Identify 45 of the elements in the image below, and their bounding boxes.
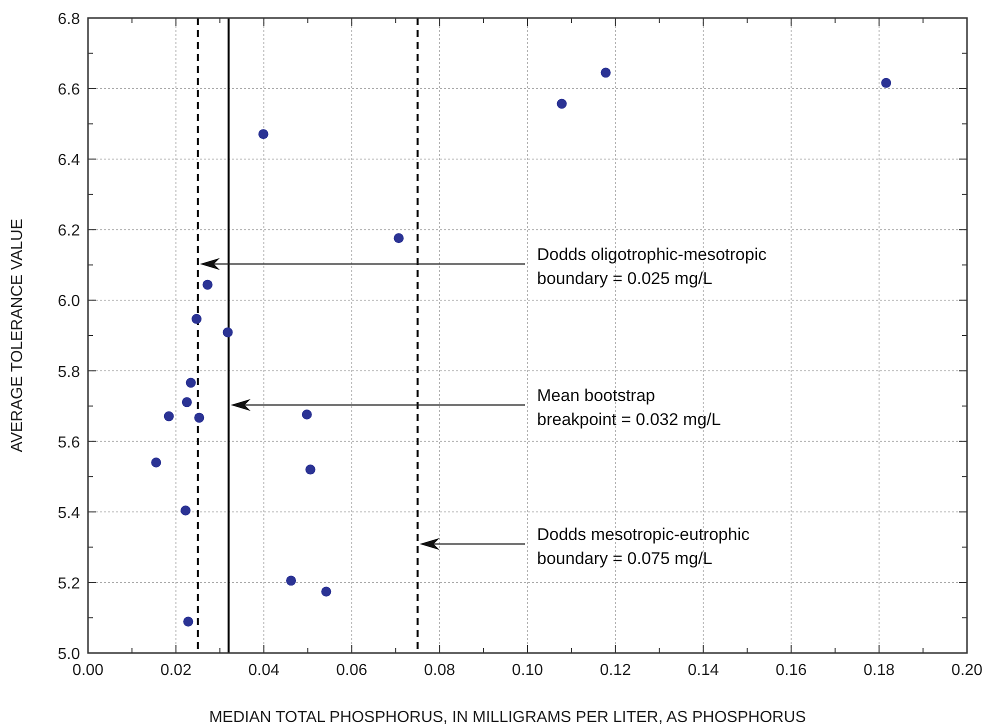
point [286,576,296,586]
y-tick-label: 5.4 [58,504,80,522]
y-axis-title: AVERAGE TOLERANCE VALUE [9,218,26,452]
point [321,586,332,597]
x-tick-label: 0.16 [776,662,807,679]
y-tick-label: 6.2 [58,222,80,240]
point [180,505,191,516]
point [194,412,204,423]
point [151,458,162,468]
x-tick-label: 0.02 [160,662,192,679]
y-tick-label: 5.8 [58,364,80,381]
point [556,98,567,109]
annotation: Dodds oligotrophic-mesotropic boundary = 0.025 mg/L [537,245,768,288]
x-tick-label: 0.00 [72,662,104,679]
y-tick-label: 5.0 [58,646,80,663]
annotation: Mean bootstrap breakpoint = 0.032 mg/L [537,386,721,429]
x-tick-label: 0.14 [688,662,719,679]
point [222,327,233,338]
point [305,464,316,475]
point [192,314,202,324]
point [600,68,611,78]
point [302,410,312,420]
annotation: Dodds mesotropic-eutrophic boundary = 0.075 mg/L [537,525,750,568]
y-tick-label: 6.0 [58,293,80,310]
point [164,411,174,422]
point [394,233,404,244]
x-tick-label: 0.12 [600,662,632,679]
y-tick-label: 6.4 [58,152,80,170]
y-tick-label: 6.8 [58,11,80,28]
point [202,280,213,290]
point [183,616,194,627]
x-tick-label: 0.10 [512,662,544,679]
x-axis-title: MEDIAN TOTAL PHOSPHORUS, IN MILLIGRAMS PER LITER, AS PHOSPHORUS [209,709,806,726]
point [258,129,268,140]
x-tick-label: 0.18 [864,662,895,679]
y-tick-label: 6.6 [58,82,80,99]
x-tick-label: 0.04 [248,662,280,679]
x-tick-label: 0.08 [424,662,456,679]
y-tick-label: 5.6 [58,434,80,452]
point [182,397,192,408]
y-tick-label: 5.2 [58,575,80,592]
point [881,78,892,88]
x-tick-label: 0.20 [951,662,983,679]
x-tick-label: 0.06 [336,662,368,679]
point [186,378,196,388]
